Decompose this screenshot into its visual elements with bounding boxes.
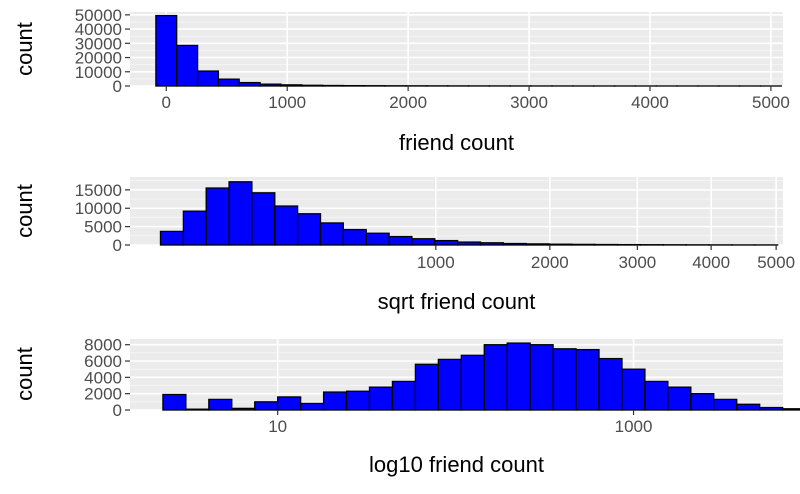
histogram-bar <box>345 390 371 411</box>
histogram-bar <box>621 368 646 411</box>
histogram-bar <box>280 84 303 87</box>
histogram-bar <box>217 78 240 87</box>
histogram-bar <box>299 402 325 411</box>
histogram-bar <box>185 408 210 411</box>
y-tick-label: 6000 <box>84 352 122 371</box>
y-tick-label: 40000 <box>75 20 122 39</box>
x-tick-label: 0 <box>162 93 171 112</box>
plot-panel <box>130 12 783 86</box>
histogram-bar <box>781 408 800 411</box>
y-tick-label: 2000 <box>84 385 122 404</box>
y-tick-label: 4000 <box>84 368 122 387</box>
histogram-bar <box>502 242 527 246</box>
histogram-bar <box>552 348 577 411</box>
x-tick-label: 1000 <box>268 93 306 112</box>
x-tick-label: 10 <box>268 417 287 436</box>
x-tick-label: 2000 <box>531 253 569 272</box>
histogram-bar <box>251 192 276 246</box>
histogram-bar <box>365 232 390 246</box>
y-tick-label: 20000 <box>75 49 122 68</box>
histogram-bar <box>238 81 261 87</box>
y-tick-label: 0 <box>113 77 122 96</box>
x-tick-label: 5000 <box>752 93 790 112</box>
histogram-bar <box>506 342 531 411</box>
histogram-bar <box>713 398 738 411</box>
histogram-bar <box>254 401 279 411</box>
x-tick-label: 3000 <box>618 253 656 272</box>
x-axis-title: sqrt friend count <box>378 289 536 314</box>
histogram-bar <box>342 228 367 246</box>
histogram-bar <box>434 239 459 246</box>
y-tick-label: 10000 <box>75 63 122 82</box>
histogram-bar <box>259 83 282 87</box>
histogram-bar <box>155 14 178 87</box>
histogram-bar <box>575 348 600 411</box>
x-tick-label: 3000 <box>510 93 548 112</box>
x-tick-label: 4000 <box>631 93 669 112</box>
histogram-bar <box>368 386 394 411</box>
x-tick-label: 5000 <box>757 253 795 272</box>
histogram-bar <box>205 187 230 246</box>
histogram-bar <box>598 357 623 411</box>
histogram-bar <box>391 380 417 411</box>
y-axis-title: count <box>12 347 37 401</box>
y-tick-label: 5000 <box>84 218 122 237</box>
histogram-bar <box>319 222 344 246</box>
histogram-bar <box>529 344 554 411</box>
y-tick-label: 0 <box>113 236 122 255</box>
histogram-bar <box>301 84 324 87</box>
x-tick-label: 1000 <box>417 253 455 272</box>
histogram-bar <box>159 230 185 246</box>
histogram-bar <box>162 393 187 411</box>
y-axis-title: count <box>12 22 37 76</box>
histogram-bar <box>759 406 784 411</box>
histogram-bar <box>277 396 302 411</box>
histogram-bar <box>296 213 322 246</box>
histogram-bar <box>525 243 550 246</box>
histogram-bar <box>231 407 256 411</box>
histogram-bar <box>388 235 413 246</box>
histogram-bar <box>690 393 715 411</box>
histogram-bar <box>456 241 482 246</box>
histogram-bar <box>411 238 436 246</box>
histogram-bar <box>479 242 504 246</box>
histogram-bar <box>322 391 348 411</box>
x-axis-title: friend count <box>399 130 514 155</box>
x-tick-label: 4000 <box>692 253 730 272</box>
x-axis-title: log10 friend count <box>369 452 544 477</box>
histogram-bar <box>644 380 669 411</box>
y-tick-label: 0 <box>113 401 122 420</box>
y-tick-label: 8000 <box>84 336 122 355</box>
histogram-bar <box>736 403 761 411</box>
histogram-bar <box>196 70 220 87</box>
histogram-bar <box>414 363 440 411</box>
histogram-bar <box>571 243 596 246</box>
histogram-bar <box>460 354 485 411</box>
y-tick-label: 15000 <box>75 181 122 200</box>
y-tick-label: 10000 <box>75 199 122 218</box>
histogram-bar <box>208 398 233 411</box>
y-tick-label: 30000 <box>75 34 122 53</box>
histogram-bar <box>182 210 207 246</box>
histogram-bar <box>667 386 692 411</box>
histogram-bar <box>274 205 299 246</box>
histogram-bar <box>176 44 199 87</box>
histogram-bar <box>437 358 462 411</box>
x-tick-label: 2000 <box>389 93 427 112</box>
histogram-bar <box>548 243 573 246</box>
histogram-bar <box>228 181 253 246</box>
y-axis-title: count <box>12 184 37 238</box>
y-tick-label: 50000 <box>75 6 122 25</box>
histogram-bar <box>483 344 508 411</box>
x-tick-label: 1000 <box>615 417 653 436</box>
